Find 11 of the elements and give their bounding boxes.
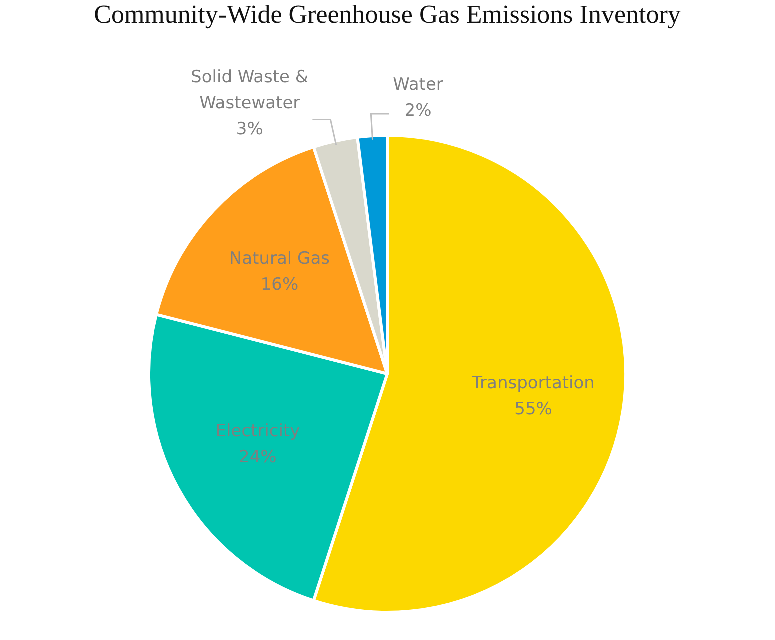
data-label: 3%	[236, 120, 264, 140]
data-label: 16%	[260, 275, 299, 296]
slice-label: Natural Gas	[229, 249, 330, 270]
slice-label: Transportation	[471, 374, 595, 394]
data-label: 24%	[239, 448, 277, 468]
slice-label: Water	[393, 74, 444, 95]
slice-label: Solid Waste & Wastewater	[191, 68, 309, 114]
chart-title: Community-Wide Greenhouse Gas Emissions Inventory	[93, 0, 682, 31]
slice-label: Electricity	[216, 422, 300, 442]
data-label: 2%	[404, 100, 432, 121]
data-label: 55%	[514, 400, 552, 420]
